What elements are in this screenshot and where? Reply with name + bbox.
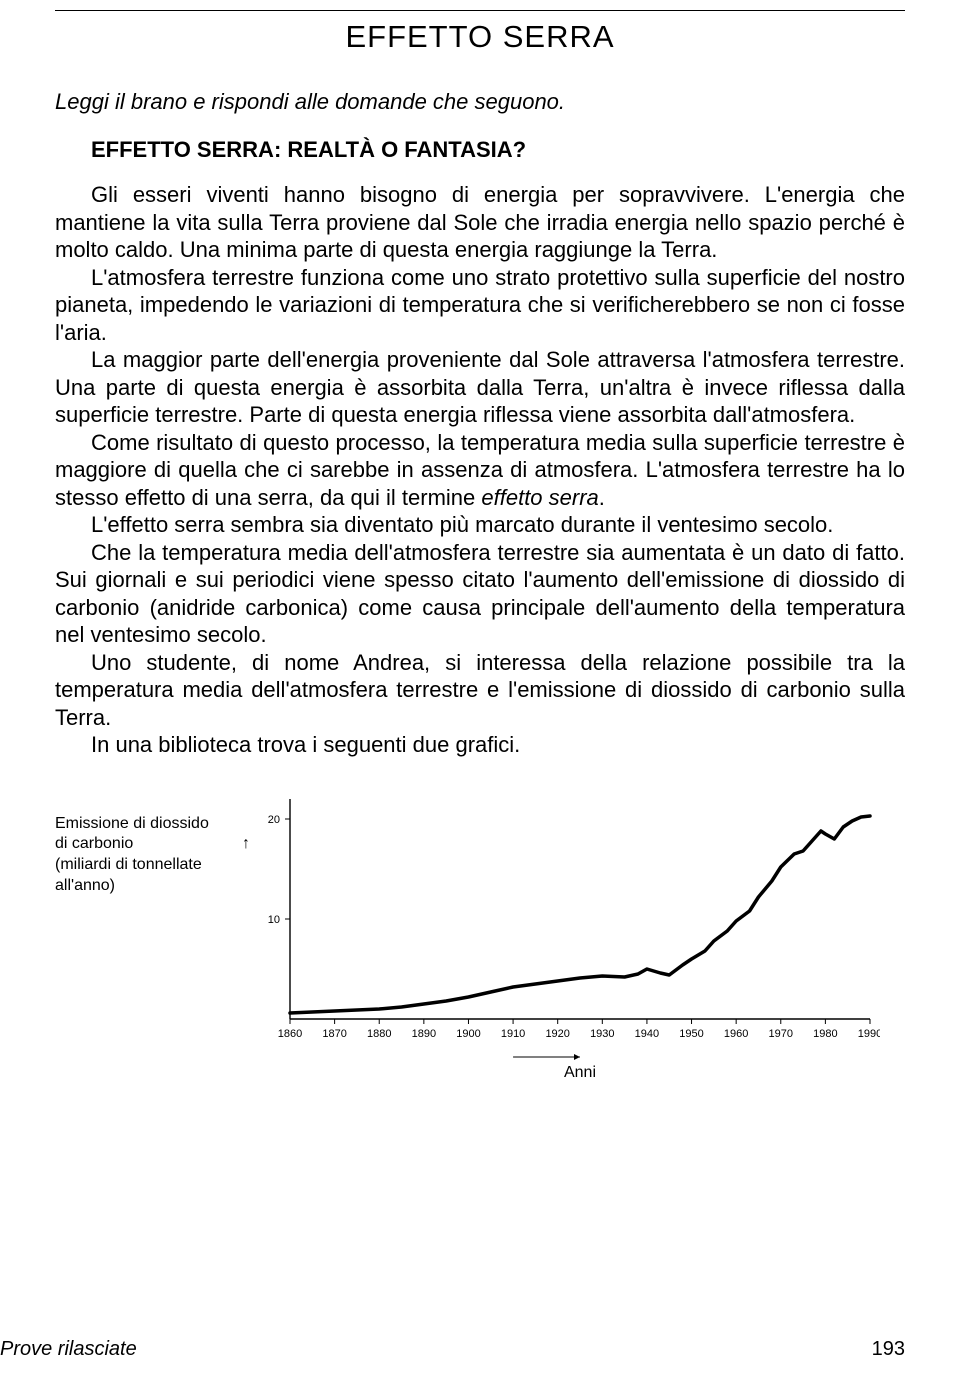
paragraph: L'effetto serra sembra sia diventato più… [55,511,905,539]
up-arrow-icon: ↑ [242,834,250,855]
body-text: Gli esseri viventi hanno bisogno di ener… [55,181,905,759]
subtitle: EFFETTO SERRA: REALTÀ O FANTASIA? [55,137,905,163]
paragraph: Che la temperatura media dell'atmosfera … [55,539,905,649]
chart-y-axis-label: Emissione di diossido di carbonio↑ (mili… [55,789,250,897]
svg-text:Anni: Anni [564,1064,596,1079]
svg-text:20: 20 [268,814,280,826]
svg-text:1980: 1980 [813,1028,837,1040]
svg-text:1940: 1940 [635,1028,659,1040]
svg-text:1910: 1910 [501,1028,525,1040]
svg-text:1890: 1890 [412,1028,436,1040]
svg-text:1950: 1950 [679,1028,703,1040]
svg-text:10: 10 [268,914,280,926]
page-title: EFFETTO SERRA [55,19,905,55]
line-chart: 10 20 1860 1870 1880 1890 1900 1910 1920 1930 1940… [250,789,880,1079]
top-rule [55,10,905,11]
paragraph: L'atmosfera terrestre funziona come uno … [55,264,905,347]
svg-text:1860: 1860 [278,1028,302,1040]
paragraph: La maggior parte dell'energia provenient… [55,346,905,429]
chart-region: Emissione di diossido di carbonio↑ (mili… [55,789,905,1079]
paragraph: Gli esseri viventi hanno bisogno di ener… [55,181,905,264]
footer-left: Prove rilasciate [0,1338,137,1361]
paragraph: In una biblioteca trova i seguenti due g… [55,731,905,759]
svg-text:1990: 1990 [858,1028,880,1040]
svg-text:1970: 1970 [769,1028,793,1040]
svg-text:1870: 1870 [322,1028,346,1040]
page-footer: Prove rilasciate 193 [0,1338,960,1361]
svg-text:1900: 1900 [456,1028,480,1040]
svg-text:1960: 1960 [724,1028,748,1040]
svg-text:1880: 1880 [367,1028,391,1040]
intro-text: Leggi il brano e rispondi alle domande c… [55,89,905,115]
footer-page-number: 193 [872,1338,905,1361]
paragraph: Come risultato di questo processo, la te… [55,429,905,512]
svg-text:1920: 1920 [545,1028,569,1040]
svg-text:1930: 1930 [590,1028,614,1040]
paragraph: Uno studente, di nome Andrea, si interes… [55,649,905,732]
